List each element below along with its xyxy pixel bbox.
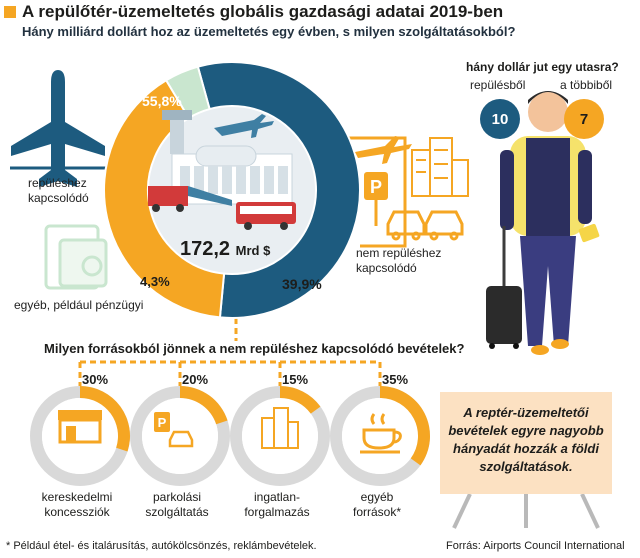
parking-icon: P bbox=[364, 172, 388, 226]
sub-donut-center-4 bbox=[342, 398, 418, 474]
sub-label-3-line2: forgalmazás bbox=[244, 505, 310, 519]
building-icon bbox=[411, 137, 469, 197]
donut-slice-2 bbox=[103, 78, 226, 319]
source-note: Forrás: Airports Council International bbox=[446, 540, 625, 552]
sub-donut-group bbox=[30, 386, 430, 486]
sub-label-2: parkolási szolgáltatás bbox=[122, 490, 232, 520]
money-icon bbox=[44, 224, 108, 290]
sub-donut-slice-4 bbox=[380, 386, 430, 466]
non-aviation-label-line2: kapcsolódó bbox=[356, 261, 417, 275]
non-aviation-pct-label: 39,9% bbox=[282, 276, 322, 292]
sub-label-2-line1: parkolási bbox=[152, 490, 202, 504]
sub-label-4-line2: források* bbox=[352, 505, 402, 519]
callout-text: A reptér-üzemeltetői bevételek egyre nag… bbox=[448, 405, 604, 474]
per-passenger-aviation-label: repülésből bbox=[470, 78, 526, 92]
per-passenger-other-label: a többiből bbox=[560, 78, 613, 92]
total-value: 172,2 bbox=[180, 238, 231, 260]
footnote: * Például étel- és italárusítás, autóköl… bbox=[6, 540, 317, 552]
non-aviation-connector-line bbox=[345, 136, 407, 248]
page-subtitle: Hány milliárd dollárt hoz az üzemeltetés… bbox=[22, 24, 516, 39]
aviation-label: repüléshez kapcsolódó bbox=[28, 176, 89, 206]
sub-label-1-line2: koncessziók bbox=[44, 505, 110, 519]
sub-label-3: ingatlan- forgalmazás bbox=[222, 490, 332, 520]
sub-pct-label-3: 15% bbox=[282, 372, 309, 387]
suitcase-icon bbox=[486, 226, 522, 349]
parking-car-icon: P bbox=[154, 412, 194, 448]
aviation-label-line2: kapcsolódó bbox=[28, 191, 89, 205]
shop-icon bbox=[58, 410, 102, 444]
sub-label-4: egyéb források* bbox=[322, 490, 432, 520]
per-passenger-other-value: 7 bbox=[564, 99, 604, 139]
airplane-icon bbox=[11, 70, 105, 187]
easel-icon bbox=[452, 493, 600, 529]
donut-slice-1 bbox=[196, 61, 361, 319]
page-title: A repülőtér-üzemeltetés globális gazdasá… bbox=[22, 2, 504, 21]
aviation-label-line1: repüléshez bbox=[28, 176, 87, 190]
sub-donut-slice-2 bbox=[180, 386, 228, 425]
sub-donut-center-3 bbox=[242, 398, 318, 474]
sub-label-4-line1: egyéb bbox=[360, 490, 394, 504]
sub-donut-center-2 bbox=[142, 398, 218, 474]
svg-text:P: P bbox=[370, 177, 382, 197]
bus-icon bbox=[236, 202, 296, 230]
svg-text:P: P bbox=[158, 415, 167, 430]
other-label: egyéb, például pénzügyi bbox=[14, 298, 144, 312]
non-aviation-label: nem repüléshez kapcsolódó bbox=[356, 246, 441, 276]
other-pct-label: 4,3% bbox=[140, 274, 170, 289]
total-unit: Mrd $ bbox=[235, 243, 271, 258]
stairs-truck-icon bbox=[148, 186, 232, 212]
sub-donut-center-1 bbox=[42, 398, 118, 474]
sub-label-1: kereskedelmi koncessziók bbox=[22, 490, 132, 520]
traveler-icon bbox=[500, 91, 600, 355]
sub-donut-slice-3 bbox=[280, 386, 321, 414]
airport-terminal-icon bbox=[162, 110, 293, 205]
title-square-icon bbox=[4, 6, 16, 18]
aviation-pct-label: 55,8% bbox=[142, 93, 182, 109]
per-passenger-question: hány dollár jut egy utasra? bbox=[466, 60, 619, 74]
plane-takeoff-icon bbox=[355, 136, 412, 164]
sub-donut-slice-1 bbox=[80, 386, 130, 452]
sub-pct-label-1: 30% bbox=[82, 372, 109, 387]
sub-label-2-line2: szolgáltatás bbox=[145, 505, 209, 519]
sub-pct-label-4: 35% bbox=[382, 372, 409, 387]
per-passenger-aviation-value: 10 bbox=[480, 99, 520, 139]
non-aviation-label-line1: nem repüléshez bbox=[356, 246, 442, 260]
building-small-icon bbox=[261, 407, 299, 449]
sub-pct-label-2: 20% bbox=[182, 372, 209, 387]
car-icon bbox=[386, 210, 464, 241]
callout-box bbox=[440, 392, 612, 494]
total-revenue: 172,2 Mrd $ bbox=[180, 238, 270, 261]
sub-label-3-line1: ingatlan- bbox=[253, 490, 301, 504]
sub-label-1-line1: kereskedelmi bbox=[41, 490, 113, 504]
coffee-cup-icon bbox=[360, 413, 402, 454]
sources-question: Milyen forrásokból jönnek a nem repülésh… bbox=[40, 341, 469, 356]
